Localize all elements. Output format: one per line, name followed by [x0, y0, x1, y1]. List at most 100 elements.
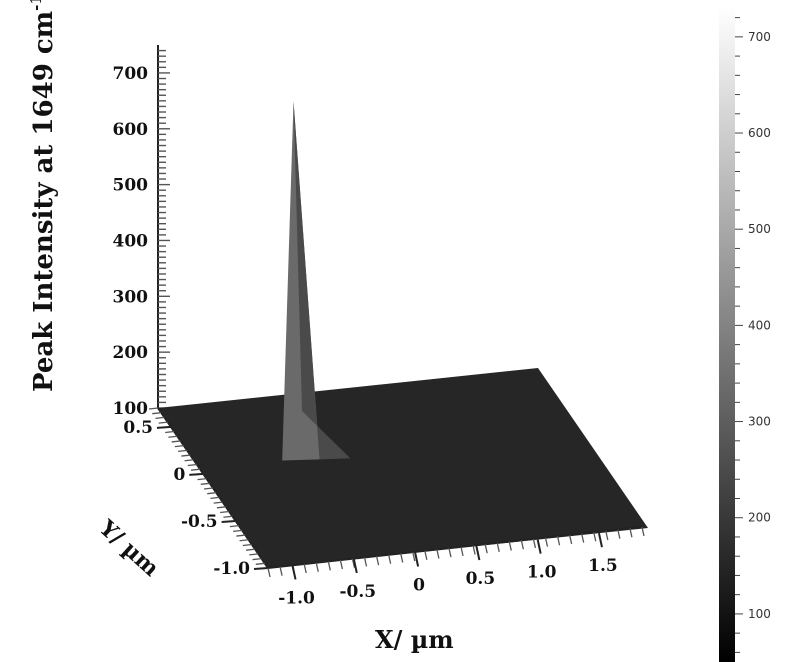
- y-minor-tick: [190, 468, 201, 471]
- x-minor-tick: [496, 542, 500, 553]
- z-axis: 100 200 300 400 500 600 700: [113, 45, 170, 419]
- y-minor-tick: [187, 463, 197, 467]
- y-major-tick: [253, 567, 269, 570]
- x-minor-tick: [388, 554, 392, 564]
- y-minor-tick: [239, 539, 249, 542]
- x-minor-tick: [556, 536, 561, 546]
- x-minor-tick: [593, 532, 597, 542]
- y-axis-title: Y/ µm: [93, 514, 164, 581]
- x-major-tick: [414, 552, 420, 567]
- z-tick-label: 600: [113, 120, 149, 140]
- y-minor-tick: [249, 553, 259, 556]
- colorbar-tick-label: 600: [748, 126, 771, 140]
- y-minor-tick: [148, 407, 159, 410]
- colorbar-tick-label: 300: [748, 415, 771, 429]
- surface: [158, 101, 648, 568]
- x-major-tick: [291, 565, 297, 580]
- x-minor-tick: [339, 559, 344, 570]
- x-axis-title: X/ µm: [375, 625, 454, 654]
- y-minor-tick: [178, 449, 188, 452]
- colorbar-tick-label: 700: [748, 30, 771, 44]
- z-axis-minor-ticks: [158, 49, 170, 409]
- x-major-tick: [352, 558, 358, 574]
- x-minor-tick: [400, 553, 404, 563]
- y-minor-tick: [216, 506, 227, 509]
- y-minor-tick: [181, 454, 191, 457]
- y-minor-tick: [220, 510, 230, 514]
- y-minor-tick: [158, 421, 168, 424]
- z-tick-label: 200: [113, 343, 149, 363]
- colorbar-ticks: 100 200 300 400 500 600 700: [735, 17, 771, 653]
- x-minor-tick: [629, 528, 633, 538]
- z-axis-title: Peak Intensity at 1649 cm-1: [27, 0, 59, 392]
- y-major-tick: [189, 472, 204, 476]
- x-minor-tick: [472, 545, 476, 555]
- x-minor-tick: [363, 557, 368, 567]
- y-minor-tick: [245, 548, 256, 551]
- x-minor-tick: [424, 550, 428, 560]
- x-minor-tick: [568, 534, 573, 545]
- x-minor-tick: [605, 530, 609, 541]
- x-tick-label: 0: [413, 576, 425, 596]
- y-minor-tick: [200, 482, 210, 485]
- z-tick-label: 700: [113, 64, 149, 84]
- y-minor-tick: [252, 557, 262, 561]
- y-minor-tick: [174, 445, 184, 448]
- y-axis-ticks: 0.5 0 -0.5 -1.0: [123, 418, 269, 579]
- y-major-tick: [156, 425, 172, 429]
- x-tick-label: 1.0: [527, 563, 557, 583]
- x-minor-tick: [315, 562, 319, 572]
- x-axis-line: [267, 526, 643, 569]
- y-major-tick: [221, 519, 236, 523]
- y-tick-label: -1.0: [213, 559, 250, 579]
- y-minor-tick: [233, 529, 243, 532]
- y-minor-tick: [213, 501, 223, 504]
- colorbar-gradient: [719, 8, 735, 662]
- x-minor-tick: [484, 544, 488, 554]
- x-minor-tick: [279, 566, 283, 576]
- y-minor-tick: [207, 492, 217, 495]
- z-tick-label: 400: [113, 231, 149, 251]
- z-axis-title-superscript: -1: [27, 0, 45, 11]
- x-major-tick: [475, 545, 481, 561]
- x-tick-label: 1.5: [588, 556, 618, 576]
- y-minor-tick: [255, 562, 265, 565]
- y-minor-tick: [168, 435, 178, 438]
- x-axis-ticks: -1.0 -0.5 0 0.5 1.0 1.5: [278, 532, 618, 608]
- x-minor-tick: [581, 533, 585, 543]
- y-minor-tick: [165, 430, 175, 434]
- y-tick-label: 0.5: [123, 418, 153, 438]
- x-minor-tick: [532, 538, 537, 549]
- y-minor-tick: [229, 525, 239, 528]
- x-major-tick: [536, 539, 542, 554]
- y-minor-tick: [236, 534, 246, 537]
- colorbar: 100 200 300 400 500 600 700: [719, 8, 771, 662]
- colorbar-tick-label: 500: [748, 222, 771, 236]
- y-minor-tick: [210, 496, 220, 500]
- z-tick-label: 300: [113, 287, 149, 307]
- x-minor-tick: [375, 555, 380, 566]
- x-minor-tick: [641, 526, 645, 537]
- colorbar-tick-label: 400: [748, 318, 771, 332]
- x-tick-label: -1.0: [278, 588, 315, 608]
- x-minor-tick: [617, 529, 621, 539]
- y-minor-tick: [203, 487, 214, 490]
- y-axis: 0.5 0 -0.5 -1.0: [123, 407, 269, 579]
- y-minor-tick: [155, 416, 165, 420]
- x-axis: -1.0 -0.5 0 0.5 1.0 1.5: [267, 526, 645, 608]
- y-minor-tick: [223, 515, 233, 518]
- x-minor-tick: [544, 537, 549, 547]
- x-minor-tick: [267, 567, 271, 578]
- x-major-tick: [597, 532, 603, 548]
- y-tick-label: 0: [173, 465, 185, 485]
- z-tick-label: 500: [113, 176, 149, 196]
- x-minor-tick: [303, 563, 307, 574]
- x-tick-label: -0.5: [339, 582, 376, 602]
- y-minor-tick: [152, 412, 162, 415]
- x-minor-tick: [412, 551, 416, 562]
- x-minor-tick: [460, 546, 464, 556]
- x-minor-tick: [436, 549, 440, 559]
- colorbar-tick-label: 100: [748, 607, 771, 621]
- peak-face-right: [293, 101, 351, 460]
